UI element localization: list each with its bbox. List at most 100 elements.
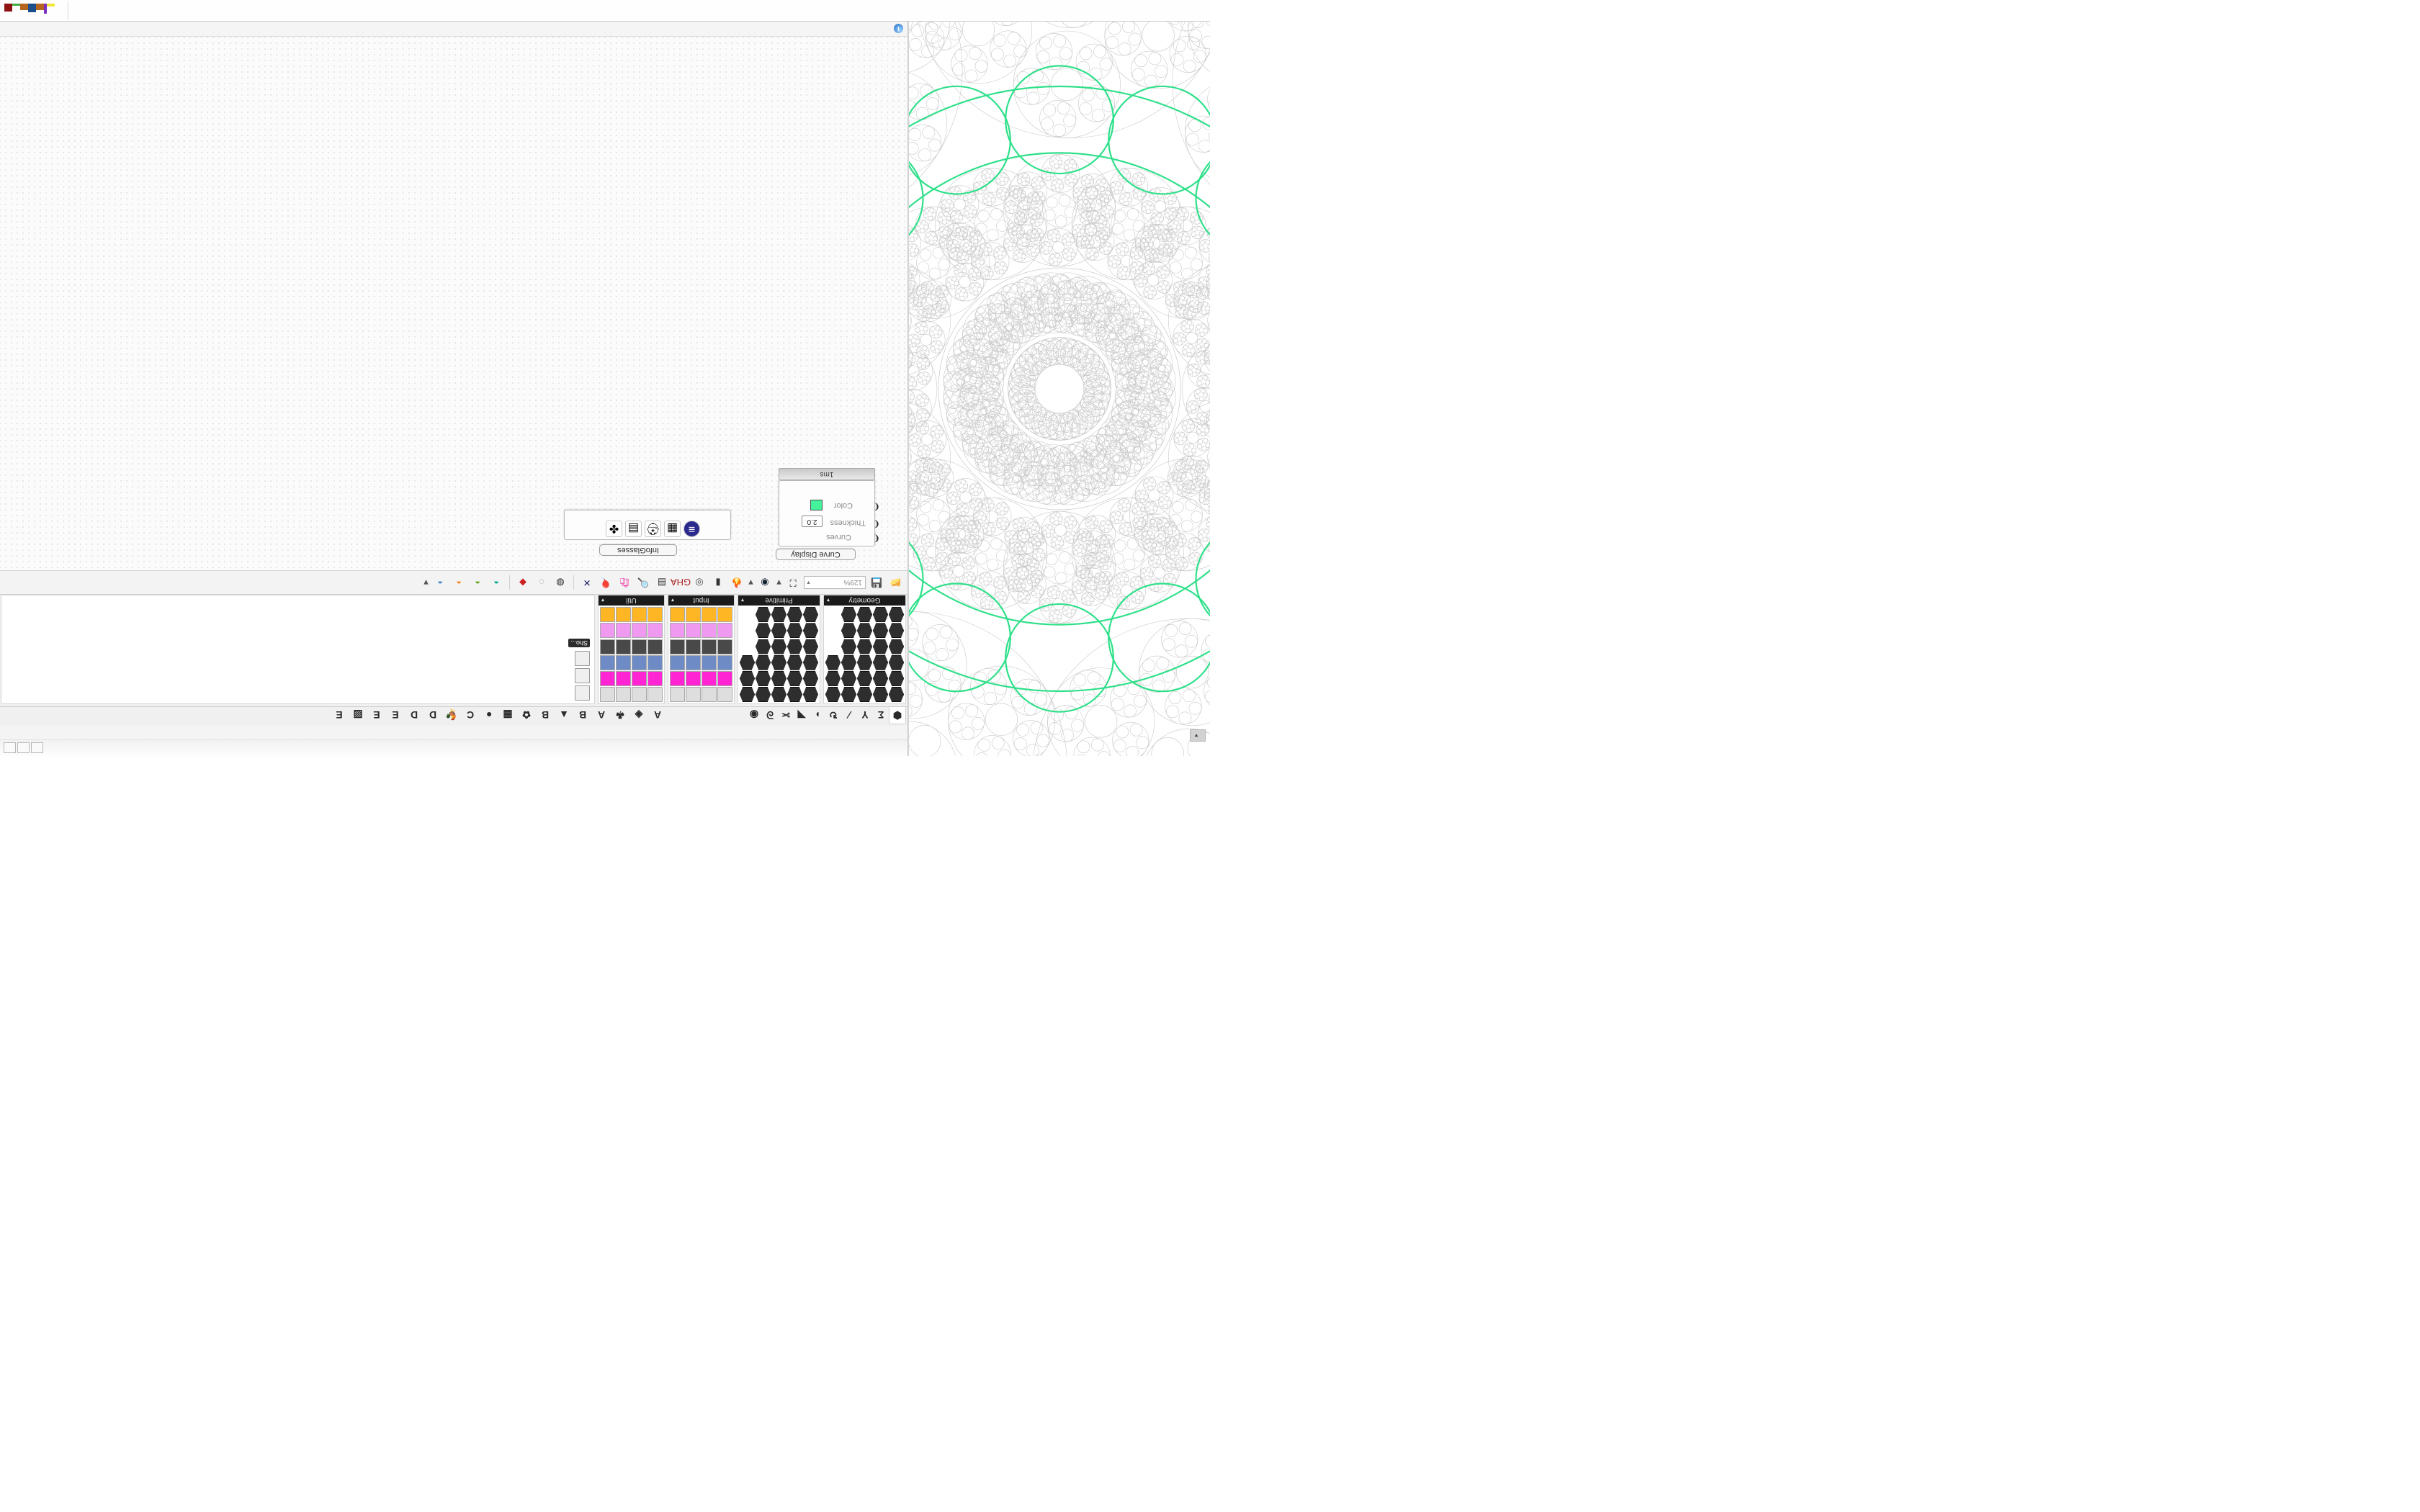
ribbon-tab-2[interactable]: Y [861, 709, 869, 721]
ribbon-component-2-20[interactable] [670, 654, 685, 670]
ribbon-component-1-7[interactable] [787, 671, 802, 686]
chevron-down-icon[interactable]: ▾ [741, 597, 745, 604]
bake-icon[interactable]: 🔥 [730, 577, 743, 588]
ribbon-component-1-1[interactable] [803, 671, 818, 686]
ribbon-component-0-2[interactable] [889, 655, 904, 670]
node-field-thickness[interactable]: 2.0 [802, 516, 823, 527]
ribbon-component-2-10[interactable] [702, 623, 717, 639]
dd3[interactable]: ▾ [424, 577, 429, 588]
ribbon-component-0-11[interactable] [873, 607, 888, 622]
ribbon-letter-tab-2[interactable]: ☘ [615, 709, 625, 721]
ribbon-component-2-11[interactable] [702, 607, 717, 623]
monitor-icon[interactable] [575, 651, 590, 666]
ribbon-tab-6[interactable]: ◥ [797, 709, 806, 721]
ribbon-letter-tab-8[interactable]: ▦ [503, 709, 513, 721]
balloon-icon[interactable]: 🎈 [599, 577, 612, 588]
ribbon-letter-tab-17[interactable]: E [336, 709, 343, 721]
dd1[interactable]: ▾ [776, 577, 781, 588]
ribbon-component-3-7[interactable] [632, 670, 647, 686]
ribbon-component-1-22[interactable] [756, 623, 771, 638]
ribbon-component-2-5[interactable] [717, 607, 732, 623]
ribbon-component-2-3[interactable] [717, 639, 732, 654]
shade-a-icon[interactable]: ◍ [556, 577, 565, 588]
glasses-goggles-icon[interactable]: ⛑ [645, 521, 661, 537]
ribbon-component-0-21[interactable] [841, 639, 856, 654]
ribbon-component-3-11[interactable] [632, 607, 647, 623]
ribbon-component-3-18[interactable] [600, 687, 615, 702]
ribbon-component-3-10[interactable] [632, 623, 647, 639]
ribbon-component-1-4[interactable] [803, 623, 818, 638]
viewport-view-mode-button[interactable]: ▼ [1190, 729, 1206, 742]
ribbon-component-3-23[interactable] [600, 607, 615, 623]
ribbon-component-2-6[interactable] [702, 687, 717, 702]
ribbon-component-1-13[interactable] [771, 671, 786, 686]
ribbon-component-0-14[interactable] [857, 655, 872, 670]
ribbon-component-0-5[interactable] [889, 607, 904, 622]
shade-b-icon[interactable]: ◌ [539, 577, 544, 588]
ribbon-component-1-10[interactable] [787, 623, 802, 638]
ribbon-tab-8[interactable]: ᘐ [766, 709, 774, 721]
search-icon[interactable]: 🔍 [637, 577, 650, 588]
ribbon-component-3-9[interactable] [632, 639, 647, 654]
ribbon-component-1-19[interactable] [756, 671, 771, 686]
chevron-down-icon[interactable]: ▾ [827, 597, 830, 604]
ribbon-component-0-0[interactable] [889, 687, 904, 702]
ribbon-component-0-4[interactable] [889, 623, 904, 638]
ribbon-component-2-8[interactable] [702, 654, 717, 670]
ribbon-component-1-0[interactable] [803, 687, 818, 702]
ribbon-component-3-3[interactable] [647, 639, 663, 654]
ribbon-letter-tab-15[interactable]: E [373, 709, 380, 721]
ribbon-tab-0[interactable]: ⬢ [889, 707, 906, 724]
ribbon-component-1-12[interactable] [771, 687, 786, 702]
pane-green-icon[interactable]: ◓ [475, 577, 480, 588]
ribbon-component-2-15[interactable] [686, 639, 701, 654]
profiler-icon[interactable]: ▮ [715, 577, 721, 588]
ribbon-tab-3[interactable]: ∕ [848, 709, 851, 721]
ribbon-component-1-24[interactable] [740, 687, 755, 702]
pane-blue-icon[interactable]: ◓ [437, 577, 443, 588]
color-swatch[interactable] [810, 500, 823, 510]
ribbon-letter-tab-4[interactable]: B [578, 709, 587, 721]
ribbon-component-0-3[interactable] [889, 639, 904, 654]
ribbon-component-0-20[interactable] [841, 655, 856, 670]
ribbon-component-0-16[interactable] [857, 623, 872, 638]
goggles-icon[interactable] [575, 685, 590, 701]
ribbon-component-3-13[interactable] [616, 670, 631, 686]
ribbon-component-1-15[interactable] [771, 639, 786, 654]
rhino-viewport-panel[interactable]: ▼ [908, 22, 1210, 756]
ribbon-tab-9[interactable]: ◉ [749, 709, 759, 721]
ribbon-component-3-15[interactable] [616, 639, 631, 654]
ribbon-component-3-8[interactable] [632, 654, 647, 670]
ribbon-component-1-21[interactable] [756, 639, 771, 654]
ribbon-component-2-16[interactable] [686, 623, 701, 639]
ribbon-component-1-14[interactable] [771, 655, 786, 670]
node-port-curve-display-1[interactable]: ❨ [872, 519, 880, 529]
ribbon-component-0-25[interactable] [825, 671, 841, 686]
package-icon[interactable]: 🛍 [618, 577, 631, 588]
open-folder-icon[interactable]: 📂 [889, 577, 902, 588]
ribbon-tab-1[interactable]: Σ [877, 709, 884, 721]
ribbon-component-3-5[interactable] [647, 607, 663, 623]
glasses-list-icon[interactable]: ≡ [684, 521, 700, 537]
zoom-level-input[interactable]: 129% ▼ [804, 576, 866, 589]
shuffle-icon[interactable]: ✕ [583, 577, 591, 588]
ribbon-component-1-5[interactable] [803, 607, 818, 622]
ribbon-component-2-7[interactable] [702, 670, 717, 686]
ribbon-component-3-6[interactable] [632, 687, 647, 702]
ribbon-component-3-12[interactable] [616, 687, 631, 702]
ribbon-component-1-18[interactable] [756, 687, 771, 702]
ribbon-component-3-14[interactable] [616, 654, 631, 670]
ribbon-letter-tab-9[interactable]: ● [485, 709, 493, 721]
goggles2-icon[interactable] [575, 668, 590, 683]
ribbon-component-2-14[interactable] [686, 654, 701, 670]
maximize-button[interactable] [17, 742, 30, 754]
ribbon-component-0-7[interactable] [873, 671, 888, 686]
close-button[interactable] [4, 742, 16, 754]
pane-orange-icon[interactable]: ◓ [456, 577, 462, 588]
ribbon-component-2-18[interactable] [670, 687, 685, 702]
ribbon-component-0-15[interactable] [857, 639, 872, 654]
ribbon-component-0-23[interactable] [841, 607, 856, 622]
ribbon-component-3-1[interactable] [647, 670, 663, 686]
glasses-grid-icon[interactable]: ▦ [664, 521, 681, 537]
ribbon-component-1-17[interactable] [771, 607, 786, 622]
